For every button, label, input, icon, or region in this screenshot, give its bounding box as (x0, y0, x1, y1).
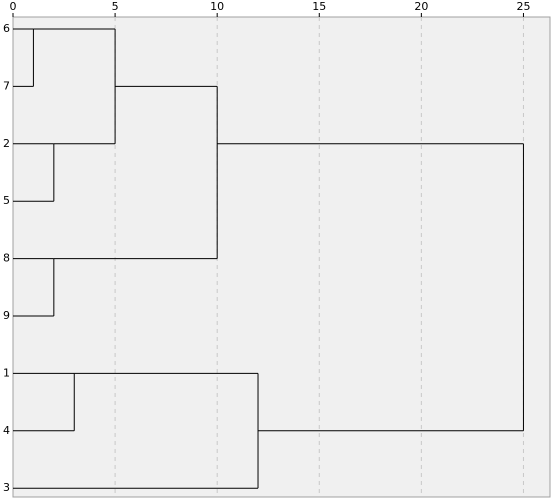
x-tick-label: 10 (210, 0, 224, 13)
leaf-label: 8 (3, 252, 10, 265)
leaf-label: 3 (3, 481, 10, 494)
leaf-label: 9 (3, 309, 10, 322)
leaf-label: 2 (3, 137, 10, 150)
x-tick-label: 5 (112, 0, 119, 13)
x-tick-label: 0 (10, 0, 17, 13)
leaf-label: 7 (3, 79, 10, 92)
x-tick-label: 15 (312, 0, 326, 13)
x-tick-label: 25 (516, 0, 530, 13)
leaf-label: 6 (3, 22, 10, 35)
leaf-label: 5 (3, 194, 10, 207)
leaf-label: 4 (3, 424, 10, 437)
leaf-label: 1 (3, 366, 10, 379)
plot-area (12, 16, 551, 498)
x-tick-label: 20 (414, 0, 428, 13)
